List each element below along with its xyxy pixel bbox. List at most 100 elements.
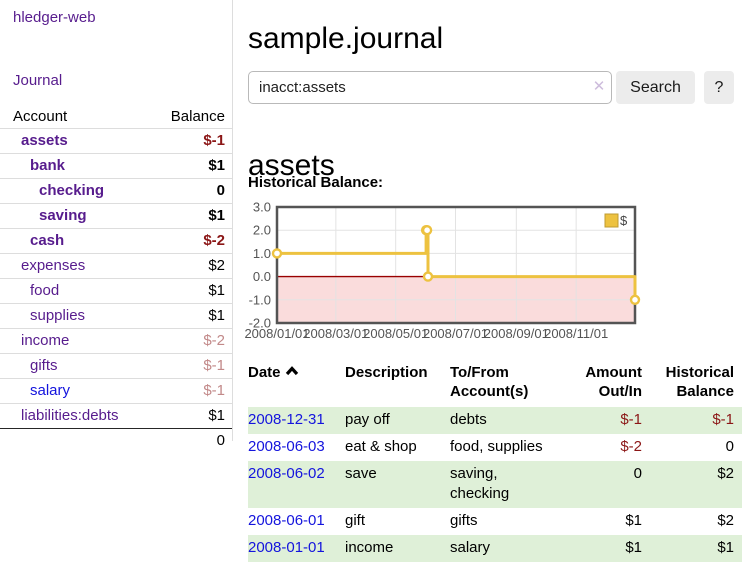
- x-axis-tick-label: 2008/09/01: [484, 326, 549, 341]
- account-balance: $1: [208, 407, 225, 424]
- x-axis-tick-label: 2008/05/01: [363, 326, 428, 341]
- register-cell-description: eat & shop: [345, 438, 417, 455]
- register-row: 2008-12-31 pay off debts $-1 $-1: [248, 407, 742, 434]
- search-input[interactable]: [248, 71, 612, 104]
- account-link-cash[interactable]: cash: [30, 232, 65, 249]
- balance-column-header: Balance: [170, 108, 225, 125]
- x-axis-tick-label: 2008/01/01: [244, 326, 309, 341]
- account-row: salary $-1: [0, 378, 232, 403]
- register-cell-balance: 0: [725, 438, 734, 455]
- account-row: cash $-2: [0, 228, 232, 253]
- y-axis-tick-label: -1.0: [249, 292, 271, 307]
- register-cell-accounts: salary: [450, 539, 491, 556]
- account-link-assets[interactable]: assets: [21, 132, 68, 149]
- y-axis-tick-label: 1.0: [253, 246, 271, 261]
- register-cell-accounts: food, supplies: [450, 438, 543, 455]
- column-header-amount: Amount Out/In: [585, 364, 642, 400]
- sidebar-item-journal[interactable]: Journal: [13, 72, 63, 89]
- register-cell-description: pay off: [345, 411, 390, 428]
- column-header-accounts: To/From Account(s): [450, 364, 529, 400]
- account-balance: $2: [208, 257, 225, 274]
- account-row: expenses $2: [0, 253, 232, 278]
- account-balance: $1: [208, 157, 225, 174]
- account-rows: assets $-1 bank $1 checking 0 saving $1 cash $-2 e…: [0, 128, 232, 428]
- account-total-row: 0: [0, 428, 232, 453]
- account-link-food[interactable]: food: [30, 282, 60, 299]
- account-row: saving $1: [0, 203, 232, 228]
- register-row: 2008-06-03 eat & shop food, supplies $-2 0: [248, 434, 742, 461]
- register-cell-accounts: gifts: [450, 512, 478, 529]
- account-link-liabilities-debts[interactable]: liabilities:debts: [21, 407, 119, 424]
- transaction-date-link[interactable]: 2008-06-01: [248, 512, 325, 529]
- register-table: Date Description To/From Account(s) Amou…: [248, 361, 742, 562]
- transaction-date-link[interactable]: 2008-06-02: [248, 465, 325, 482]
- register-header-row: Date Description To/From Account(s) Amou…: [248, 361, 742, 407]
- y-axis-tick-label: 3.0: [253, 200, 271, 215]
- account-balance: $-1: [203, 382, 225, 399]
- account-row: supplies $1: [0, 303, 232, 328]
- account-row: food $1: [0, 278, 232, 303]
- account-row: income $-2: [0, 328, 232, 353]
- x-axis-tick-label: 2008/11/01: [544, 326, 608, 341]
- account-balance: $-2: [203, 232, 225, 249]
- account-balance: $1: [208, 282, 225, 299]
- search-button[interactable]: Search: [616, 71, 695, 104]
- account-row: checking 0: [0, 178, 232, 203]
- account-row: liabilities:debts $1: [0, 403, 232, 428]
- account-balance: $1: [208, 307, 225, 324]
- account-row: assets $-1: [0, 128, 232, 153]
- column-header-date[interactable]: Date: [248, 361, 345, 407]
- y-axis-tick-label: 0.0: [253, 269, 271, 284]
- legend-label: $: [620, 213, 628, 228]
- register-cell-amount: $1: [625, 512, 642, 529]
- account-link-saving[interactable]: saving: [39, 207, 87, 224]
- account-row: bank $1: [0, 153, 232, 178]
- account-link-supplies[interactable]: supplies: [30, 307, 86, 324]
- register-row: 2008-01-01 income salary $1 $1: [248, 535, 742, 562]
- account-link-salary[interactable]: salary: [30, 382, 71, 399]
- account-tree-header: Account Balance: [0, 105, 232, 128]
- account-balance: $-1: [203, 357, 225, 374]
- account-balance: $-2: [203, 332, 225, 349]
- chart-legend: $: [604, 213, 628, 228]
- register-row: 2008-06-02 save saving, checking 0 $2: [248, 461, 742, 508]
- register-cell-description: income: [345, 539, 394, 556]
- x-axis-tick-label: 2008/07/01: [423, 326, 488, 341]
- transaction-date-link[interactable]: 2008-12-31: [248, 411, 325, 428]
- account-link-gifts[interactable]: gifts: [30, 357, 58, 374]
- register-cell-date: 2008-12-31: [248, 407, 345, 434]
- column-header-balance: Historical Balance: [665, 364, 734, 400]
- column-header-description: Description: [345, 364, 428, 381]
- y-axis-tick-label: 2.0: [253, 223, 271, 238]
- register-cell-accounts: debts: [450, 411, 487, 428]
- x-axis-tick-label: 2008/03/01: [303, 326, 368, 341]
- account-link-checking[interactable]: checking: [39, 182, 105, 199]
- register-cell-description: save: [345, 465, 377, 482]
- account-column-header: Account: [13, 108, 68, 125]
- register-cell-description: gift: [345, 512, 366, 529]
- historical-balance-chart: $3.0 2.0 1.0 0.0 -1.0 -2.02008/01/012008/03/0…: [244, 200, 641, 341]
- register-cell-amount: $-1: [620, 411, 642, 428]
- brand-link[interactable]: hledger-web: [13, 9, 96, 26]
- clear-search-icon[interactable]: ✕: [592, 78, 606, 95]
- sidebar: hledger-web Journal Account Balance asse…: [0, 0, 233, 449]
- legend-swatch: [604, 213, 619, 228]
- register-cell-accounts: saving, checking: [450, 465, 510, 502]
- account-balance: $-1: [203, 132, 225, 149]
- page-title: sample.journal: [248, 22, 444, 56]
- register-cell-date: 2008-06-03: [248, 434, 345, 461]
- sort-ascending-icon: [285, 366, 298, 376]
- account-link-expenses[interactable]: expenses: [21, 257, 86, 274]
- account-link-income[interactable]: income: [21, 332, 70, 349]
- register-cell-amount: 0: [633, 465, 642, 482]
- register-cell-date: 2008-01-01: [248, 535, 345, 562]
- help-button[interactable]: ?: [704, 71, 734, 104]
- transaction-date-link[interactable]: 2008-01-01: [248, 539, 325, 556]
- register-row: 2008-06-01 gift gifts $1 $2: [248, 508, 742, 535]
- transaction-date-link[interactable]: 2008-06-03: [248, 438, 325, 455]
- register-cell-date: 2008-06-02: [248, 461, 345, 508]
- register-cell-amount: $1: [625, 539, 642, 556]
- register-cell-amount: $-2: [620, 438, 642, 455]
- account-link-bank[interactable]: bank: [30, 157, 66, 174]
- y-axis-tick-label: -2.0: [249, 316, 271, 331]
